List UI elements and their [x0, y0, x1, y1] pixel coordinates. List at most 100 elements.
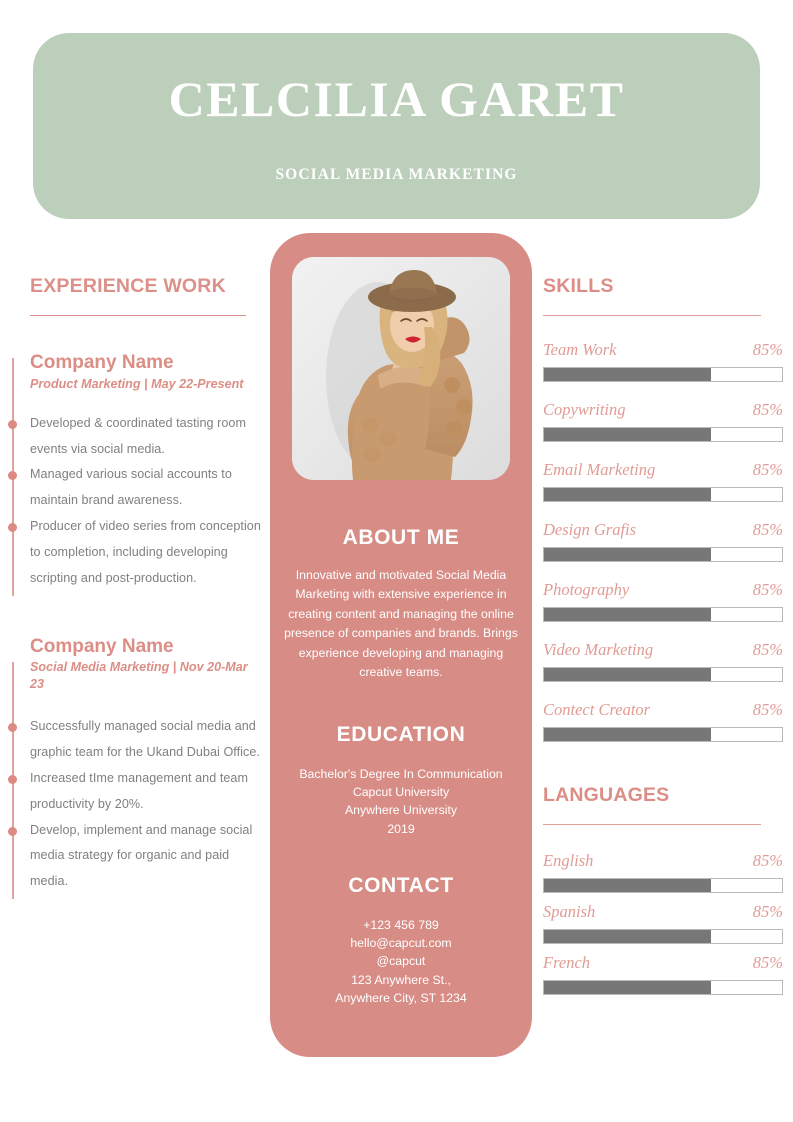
- job-bullet-list: Successfully managed social media and gr…: [7, 714, 262, 895]
- timeline-dot-icon: [7, 523, 17, 533]
- skill-progress-fill: [544, 548, 711, 561]
- list-item: Increased tIme management and team produ…: [7, 766, 262, 818]
- languages-section-title: LANGUAGES: [543, 784, 670, 806]
- list-item: Developed & coordinated tasting room eve…: [7, 411, 262, 463]
- avatar: [292, 257, 510, 480]
- list-item: Develop, implement and manage social med…: [7, 818, 262, 895]
- skill-progress-track: [543, 427, 783, 442]
- skill-row: Design Grafis 85%: [543, 520, 783, 562]
- timeline-dot-icon: [7, 723, 17, 733]
- skill-value: 85%: [752, 640, 783, 659]
- language-value: 85%: [752, 851, 783, 870]
- language-row: Spanish 85%: [543, 902, 783, 944]
- language-label: English: [543, 851, 594, 870]
- skills-list: Team Work 85% Copywriting 85% Email Market…: [543, 340, 783, 742]
- skill-label: Photography: [543, 580, 630, 599]
- list-item: Successfully managed social media and gr…: [7, 714, 262, 766]
- bullet-text: Successfully managed social media and gr…: [30, 719, 260, 760]
- skill-value: 85%: [752, 400, 783, 419]
- header-subtitle: SOCIAL MEDIA MARKETING: [275, 166, 518, 183]
- job-company: Company Name: [30, 635, 174, 657]
- skills-divider: [543, 315, 761, 316]
- skill-value: 85%: [752, 520, 783, 539]
- language-progress-fill: [544, 981, 711, 994]
- skill-label: Design Grafis: [543, 520, 637, 539]
- job-bullet-list: Developed & coordinated tasting room eve…: [7, 411, 262, 592]
- education-title: EDUCATION: [336, 723, 466, 746]
- timeline-dot-icon: [7, 775, 17, 784]
- skill-label: Copywriting: [543, 400, 626, 419]
- skill-value: 85%: [752, 340, 783, 359]
- about-section: ABOUT ME Innovative and motivated Social…: [270, 526, 532, 683]
- contact-title: CONTACT: [348, 874, 454, 897]
- languages-divider: [543, 824, 761, 825]
- skill-progress-fill: [544, 728, 711, 741]
- page-title: CELCILIA GARET: [168, 71, 625, 127]
- bullet-text: Developed & coordinated tasting room eve…: [30, 415, 247, 456]
- language-progress-fill: [544, 879, 711, 892]
- job-meta: Product Marketing | May 22-Present: [30, 376, 244, 391]
- skill-progress-track: [543, 727, 783, 742]
- list-item: Producer of video series from conception…: [7, 514, 262, 591]
- bullet-text: Producer of video series from conception…: [30, 519, 261, 585]
- language-progress-fill: [544, 930, 711, 943]
- job-meta: Social Media Marketing | Nov 20-Mar 23: [30, 660, 248, 692]
- skill-progress-track: [543, 547, 783, 562]
- skill-row: Photography 85%: [543, 580, 783, 622]
- header-banner: CELCILIA GARET SOCIAL MEDIA MARKETING: [33, 33, 760, 219]
- timeline-dot-icon: [7, 826, 17, 836]
- experience-item: Company Name Social Media Marketing | No…: [0, 635, 262, 900]
- skills-column: SKILLS Team Work 85% Copywriting 85% Email…: [543, 275, 783, 1004]
- skill-label: Email Marketing: [543, 460, 656, 479]
- skill-progress-track: [543, 607, 783, 622]
- languages-section: LANGUAGES English 85% Spanish 85% French 85…: [543, 784, 783, 995]
- about-text: Innovative and motivated Social Media Ma…: [284, 568, 518, 680]
- bullet-text: Managed various social accounts to maint…: [30, 467, 232, 508]
- contact-text: +123 456 789 hello@capcut.com @capcut 12…: [335, 918, 467, 1005]
- timeline-dot-icon: [7, 419, 17, 429]
- skills-section-title: SKILLS: [543, 275, 614, 297]
- skill-progress-track: [543, 667, 783, 682]
- skill-progress-fill: [544, 488, 711, 501]
- contact-section: CONTACT +123 456 789 hello@capcut.com @c…: [270, 874, 532, 1007]
- language-row: English 85%: [543, 851, 783, 893]
- language-progress-track: [543, 929, 783, 944]
- bullet-text: Develop, implement and manage social med…: [30, 822, 253, 889]
- education-section: EDUCATION Bachelor's Degree In Communica…: [270, 723, 532, 838]
- skill-progress-fill: [544, 608, 711, 621]
- skill-value: 85%: [752, 580, 783, 599]
- skill-label: Contect Creator: [543, 700, 651, 719]
- experience-divider: [30, 315, 246, 316]
- skill-label: Video Marketing: [543, 640, 654, 659]
- experience-column: EXPERIENCE WORK Company Name Product Mar…: [0, 275, 262, 900]
- skill-progress-track: [543, 367, 783, 382]
- skill-label: Team Work: [543, 340, 617, 359]
- about-title: ABOUT ME: [342, 526, 460, 549]
- skill-progress-fill: [544, 368, 711, 381]
- skill-value: 85%: [752, 460, 783, 479]
- languages-list: English 85% Spanish 85% French 85%: [543, 851, 783, 995]
- language-label: Spanish: [543, 902, 596, 921]
- language-label: French: [543, 953, 591, 972]
- skill-progress-fill: [544, 428, 711, 441]
- list-item: Managed various social accounts to maint…: [7, 462, 262, 514]
- skill-row: Video Marketing 85%: [543, 640, 783, 682]
- language-value: 85%: [752, 953, 783, 972]
- language-progress-track: [543, 878, 783, 893]
- language-row: French 85%: [543, 953, 783, 995]
- skill-row: Email Marketing 85%: [543, 460, 783, 502]
- experience-section-title: EXPERIENCE WORK: [30, 275, 226, 297]
- skill-row: Team Work 85%: [543, 340, 783, 382]
- skill-progress-fill: [544, 668, 711, 681]
- experience-item: Company Name Product Marketing | May 22-…: [0, 352, 262, 596]
- skill-progress-track: [543, 487, 783, 502]
- bullet-text: Increased tIme management and team produ…: [30, 771, 249, 811]
- skill-value: 85%: [752, 700, 783, 719]
- job-company: Company Name: [30, 352, 174, 373]
- language-progress-track: [543, 980, 783, 995]
- language-value: 85%: [752, 902, 783, 921]
- skill-row: Contect Creator 85%: [543, 700, 783, 742]
- portrait-photo: [292, 257, 510, 480]
- timeline-dot-icon: [7, 471, 17, 481]
- profile-card: ABOUT ME Innovative and motivated Social…: [270, 233, 532, 1057]
